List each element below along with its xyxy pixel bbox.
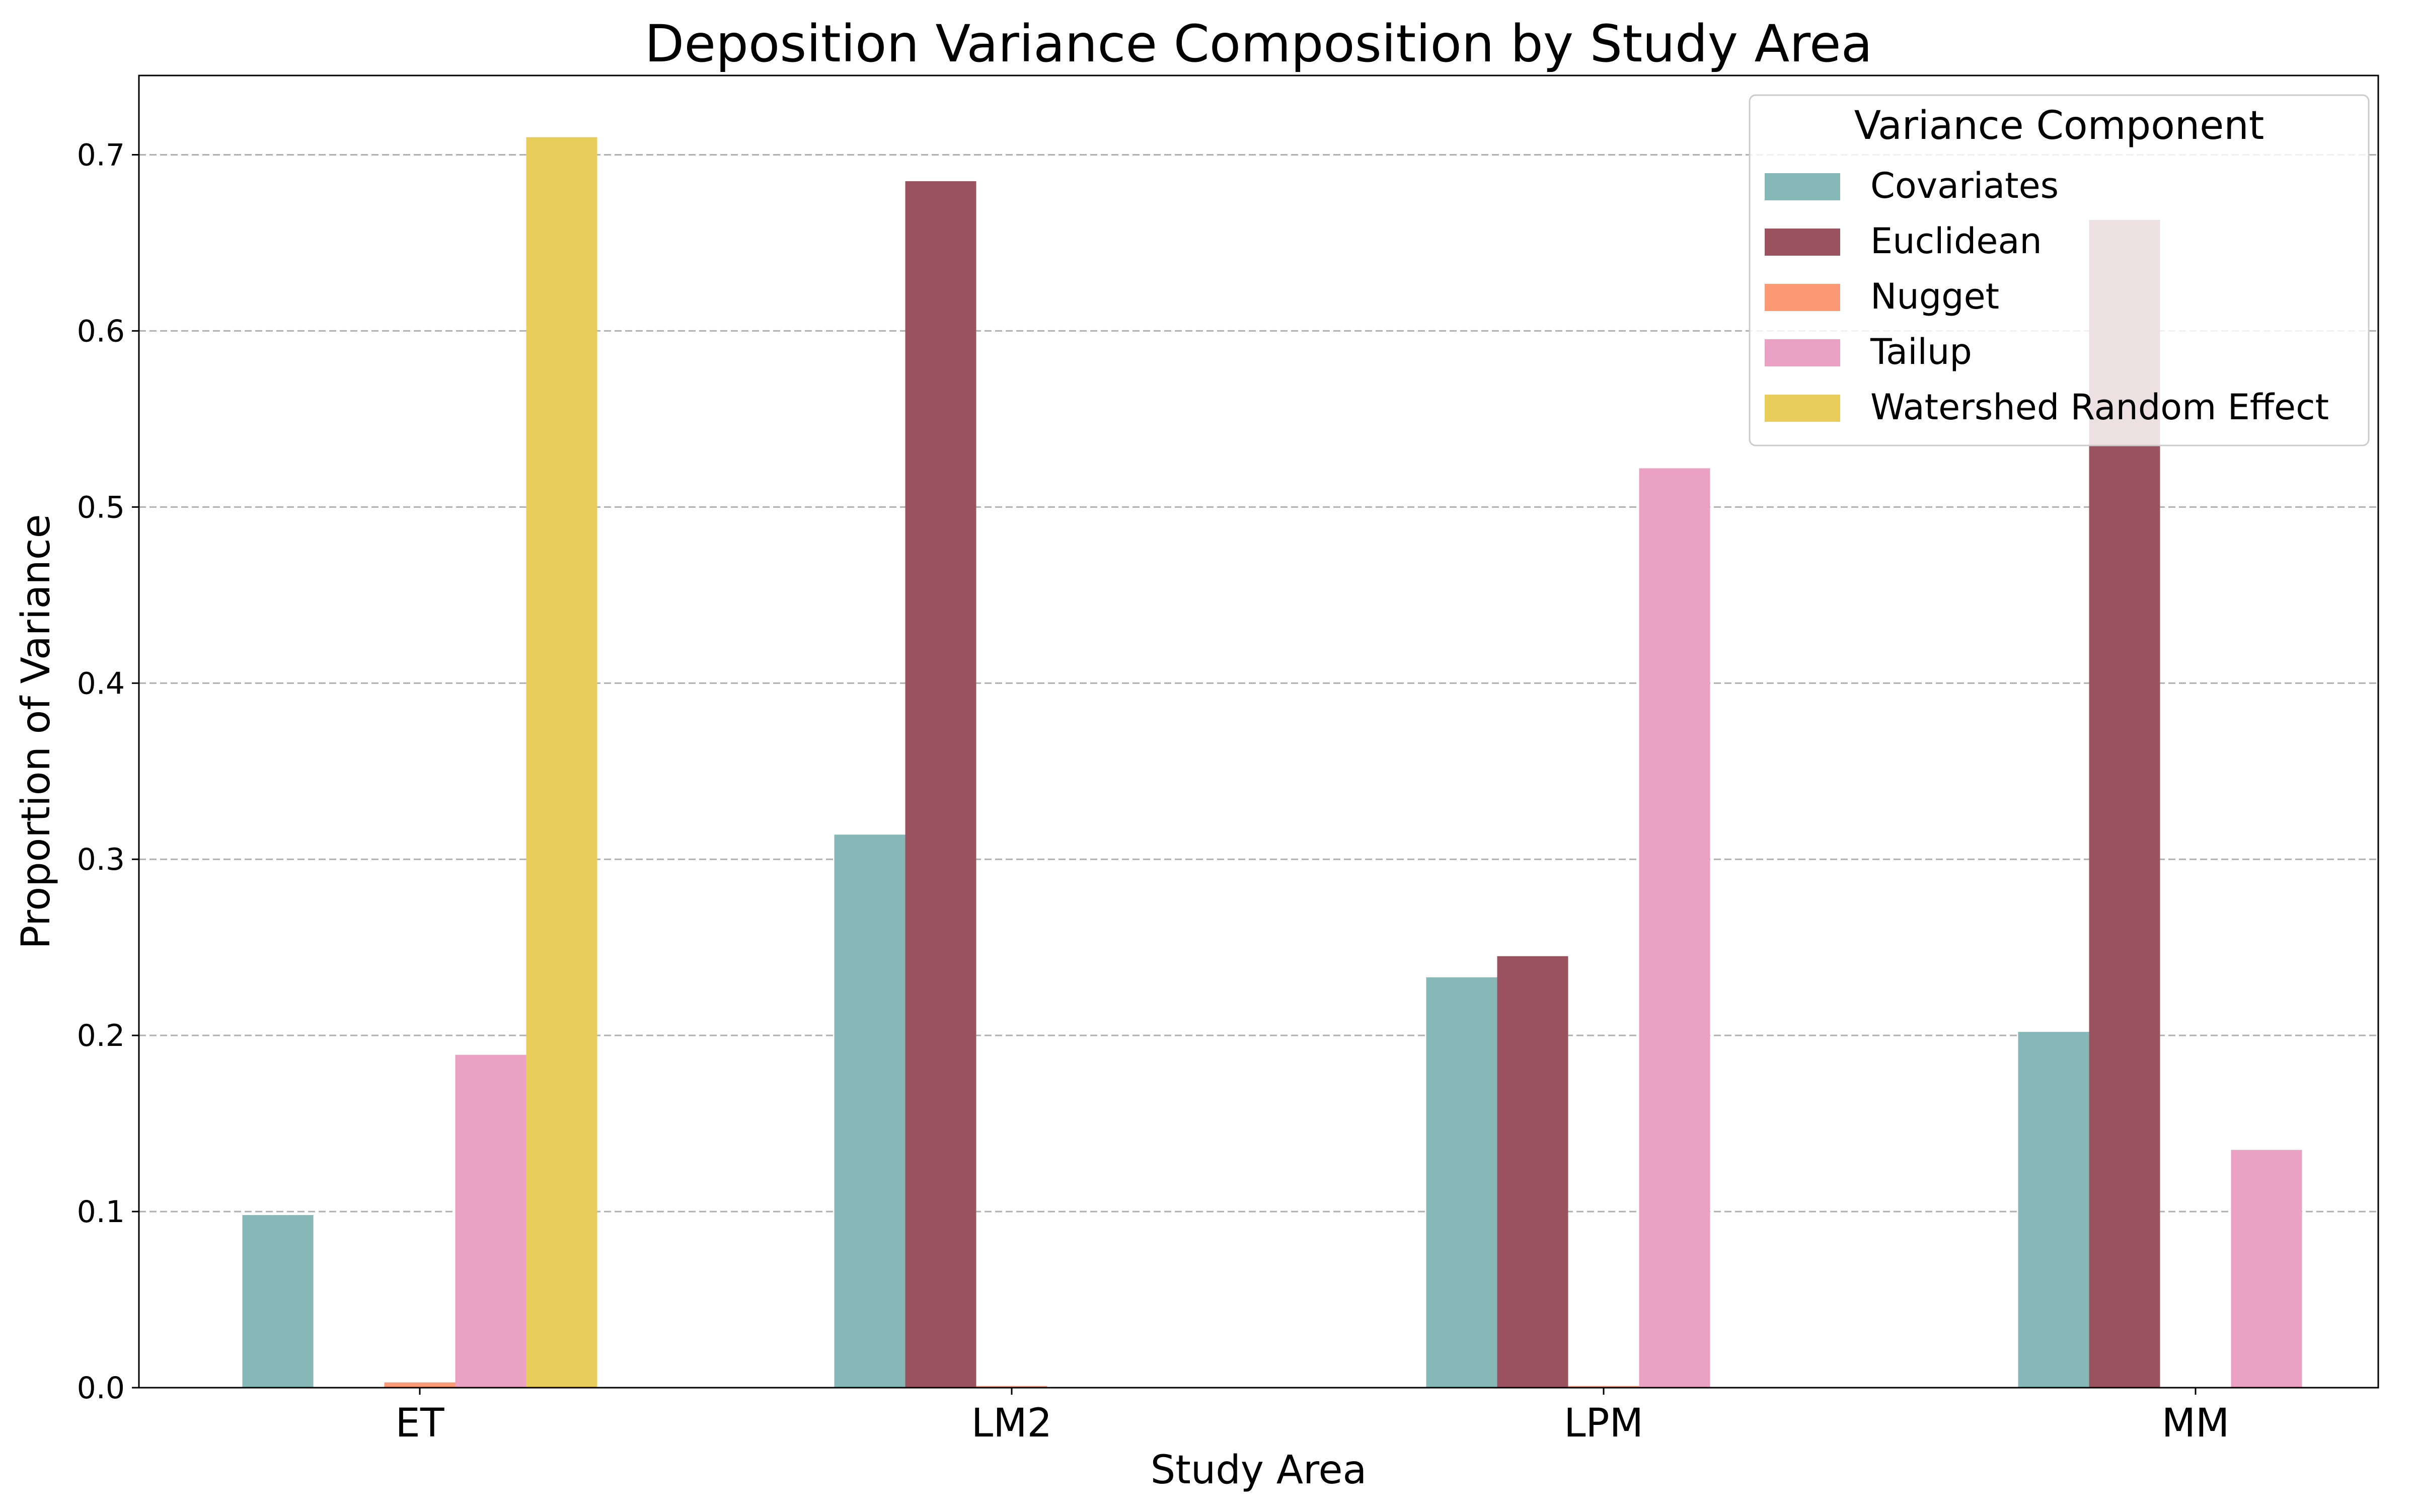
legend-swatch	[1765, 173, 1840, 200]
x-tick-label: ET	[396, 1401, 444, 1446]
plot-frame	[138, 74, 2379, 1389]
bar-tailup-lpm	[1639, 468, 1710, 1388]
x-axis: ET LM2 LPM MM	[396, 1388, 2230, 1446]
legend-title: Variance Component	[1854, 103, 2264, 148]
bar-nugget-lm2	[976, 1386, 1047, 1388]
bar-covariates-et	[242, 1215, 314, 1388]
chart-title: Deposition Variance Composition by Study…	[645, 14, 1872, 74]
legend-label: Tailup	[1870, 331, 1972, 372]
y-tick-label: 0.4	[77, 666, 125, 701]
bar-euclidean-lm2	[905, 181, 976, 1388]
bar-tailup-mm	[2231, 1150, 2302, 1388]
bar-covariates-mm	[2018, 1032, 2089, 1388]
bar-covariates-lm2	[834, 835, 905, 1388]
x-tick-label: LM2	[971, 1401, 1052, 1446]
x-tick-label: LPM	[1564, 1401, 1643, 1446]
legend-label: Euclidean	[1870, 220, 2042, 262]
bar-watershed-random-effect-et	[526, 137, 597, 1388]
bar-tailup-et	[455, 1054, 526, 1388]
y-tick-label: 0.2	[77, 1018, 125, 1053]
legend-label: Watershed Random Effect	[1870, 387, 2329, 428]
legend-box	[1749, 94, 2370, 446]
y-tick-label: 0.7	[77, 137, 125, 173]
bar-covariates-lpm	[1426, 977, 1497, 1388]
x-axis-title: Study Area	[1151, 1448, 1367, 1493]
y-axis: 0.0 0.1 0.2 0.3 0.4 0.5 0.6 0.7	[77, 137, 139, 1406]
bar-euclidean-lpm	[1497, 956, 1568, 1388]
legend-swatch	[1765, 229, 1840, 256]
bar-nugget-et	[384, 1382, 456, 1388]
legend-label: Nugget	[1870, 276, 1999, 317]
legend-swatch	[1765, 284, 1840, 311]
bar-nugget-lpm	[1568, 1386, 1639, 1388]
y-tick-label: 0.3	[77, 842, 125, 877]
x-tick-label: MM	[2162, 1401, 2230, 1446]
legend: Variance Component Covariates Euclidean Nug…	[1749, 94, 2370, 446]
legend-swatch	[1765, 395, 1840, 422]
y-axis-title: Proportion of Variance	[14, 514, 59, 949]
legend-swatch	[1765, 339, 1840, 366]
y-tick-label: 0.0	[77, 1371, 125, 1406]
y-tick-label: 0.6	[77, 314, 125, 349]
y-tick-label: 0.1	[77, 1194, 125, 1230]
y-tick-label: 0.5	[77, 490, 125, 525]
legend-label: Covariates	[1870, 165, 2059, 206]
